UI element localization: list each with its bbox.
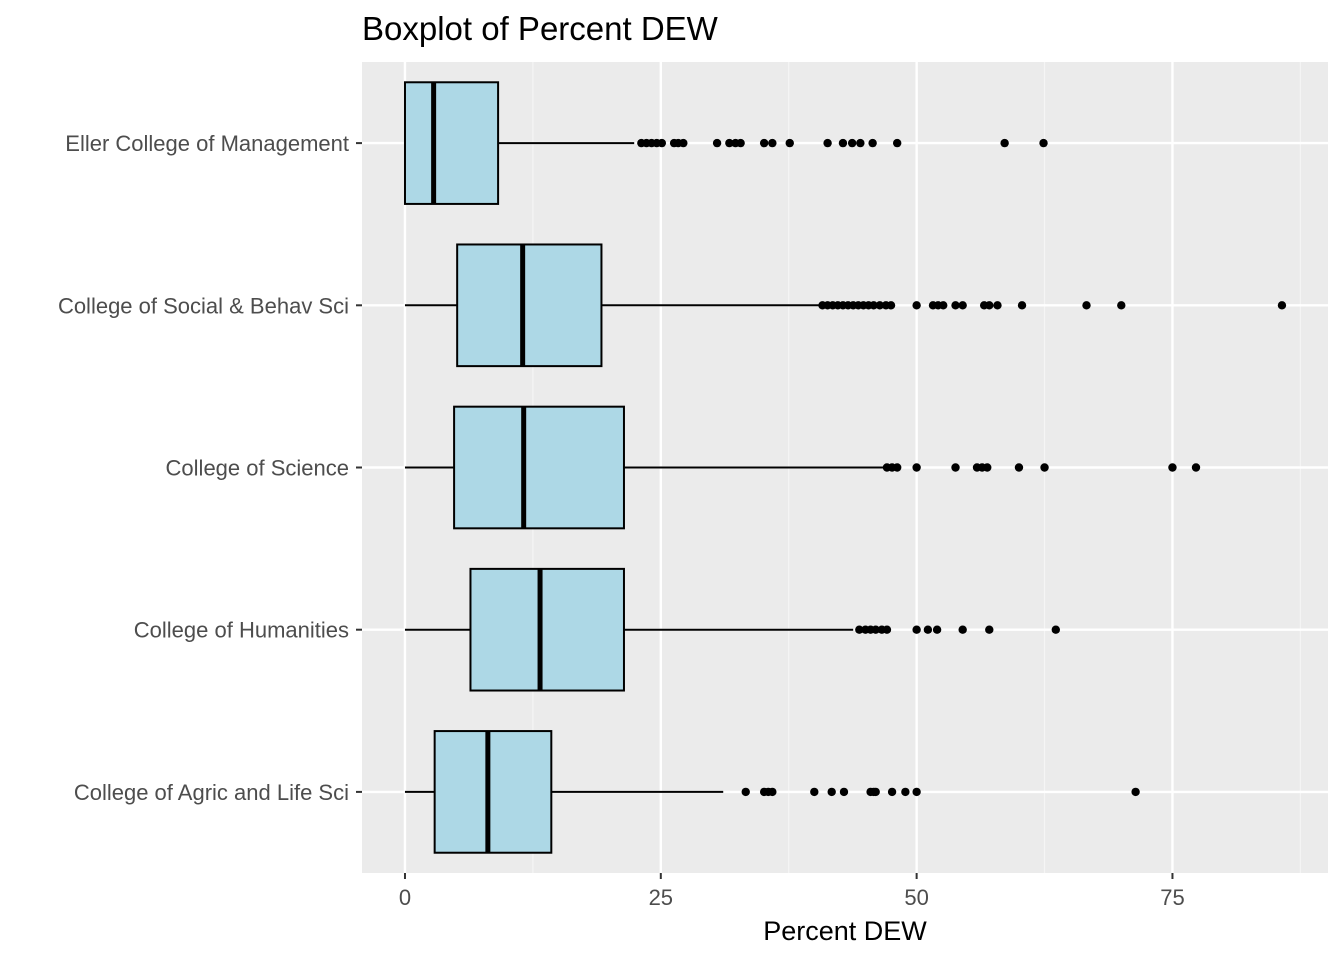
box-iqr xyxy=(456,243,603,368)
box-group xyxy=(404,405,1201,530)
outlier-point xyxy=(768,787,777,797)
outlier-point xyxy=(875,301,884,310)
outlier-point xyxy=(882,625,892,634)
outlier-point xyxy=(923,625,933,634)
x-tick-label: 50 xyxy=(904,885,928,910)
y-tick-label: Eller College of Management xyxy=(65,131,349,156)
outlier-point xyxy=(736,138,745,148)
x-tick-label: 25 xyxy=(649,885,673,910)
outlier-point xyxy=(810,787,819,797)
outlier-point xyxy=(958,625,967,634)
outlier-point xyxy=(951,301,960,310)
outlier-point xyxy=(838,138,848,148)
outlier-point xyxy=(855,625,864,634)
box-group xyxy=(404,567,1061,692)
outlier-point xyxy=(1168,463,1177,472)
outlier-point xyxy=(741,787,750,797)
outlier-point xyxy=(901,787,910,797)
outlier-point xyxy=(912,463,921,472)
outlier-point xyxy=(679,138,688,148)
outlier-point xyxy=(932,625,942,634)
outlier-point xyxy=(1014,463,1024,472)
outlier-point xyxy=(725,138,734,148)
x-axis-title: Percent DEW xyxy=(763,916,927,946)
x-tick-label: 75 xyxy=(1160,885,1184,910)
box-iqr xyxy=(433,730,553,854)
outlier-point xyxy=(1082,301,1091,310)
outlier-point xyxy=(1039,138,1048,148)
outlier-point xyxy=(847,138,857,148)
y-tick-label: College of Social & Behav Sci xyxy=(58,293,349,318)
outlier-point xyxy=(759,138,769,148)
outlier-point xyxy=(1040,463,1049,472)
outlier-point xyxy=(1191,463,1201,472)
y-tick-label: College of Agric and Life Sci xyxy=(74,780,349,805)
axes: Eller College of Management College of So… xyxy=(58,131,1185,910)
outlier-point xyxy=(983,463,992,472)
outlier-point xyxy=(657,138,667,148)
outlier-point xyxy=(768,138,777,148)
box-group xyxy=(404,243,1287,368)
outlier-point xyxy=(712,138,722,148)
chart-title: Boxplot of Percent DEW xyxy=(362,10,719,47)
x-tick-label: 0 xyxy=(399,885,411,910)
outlier-point xyxy=(1000,138,1009,148)
outlier-point xyxy=(1117,301,1126,310)
outlier-point xyxy=(1051,625,1061,634)
outlier-point xyxy=(886,301,896,310)
y-tick-label: College of Humanities xyxy=(134,618,349,643)
outlier-point xyxy=(839,787,849,797)
outlier-point xyxy=(887,787,897,797)
outlier-point xyxy=(868,138,877,148)
outlier-point xyxy=(912,301,921,310)
outlier-point xyxy=(871,625,880,634)
box-iqr xyxy=(469,567,625,692)
outlier-point xyxy=(939,301,948,310)
outlier-point xyxy=(1131,787,1140,797)
outlier-point xyxy=(892,463,902,472)
outlier-point xyxy=(985,625,994,634)
outlier-point xyxy=(985,301,994,310)
outlier-point xyxy=(912,625,921,634)
outlier-point xyxy=(951,463,960,472)
box-iqr xyxy=(403,81,500,205)
box-iqr xyxy=(453,405,625,530)
outlier-point xyxy=(1277,301,1287,310)
outlier-point xyxy=(892,138,902,148)
outlier-point xyxy=(869,301,878,310)
outlier-point xyxy=(871,787,880,797)
box-group xyxy=(404,730,1140,854)
outlier-point xyxy=(912,787,921,797)
boxes xyxy=(403,81,1287,854)
outlier-point xyxy=(785,138,794,148)
outlier-point xyxy=(823,138,832,148)
y-tick-label: College of Science xyxy=(166,456,349,481)
box-group xyxy=(403,81,1048,205)
outlier-point xyxy=(993,301,1002,310)
outlier-point xyxy=(856,138,865,148)
outlier-point xyxy=(827,787,836,797)
outlier-point xyxy=(958,301,967,310)
outlier-point xyxy=(1017,301,1027,310)
